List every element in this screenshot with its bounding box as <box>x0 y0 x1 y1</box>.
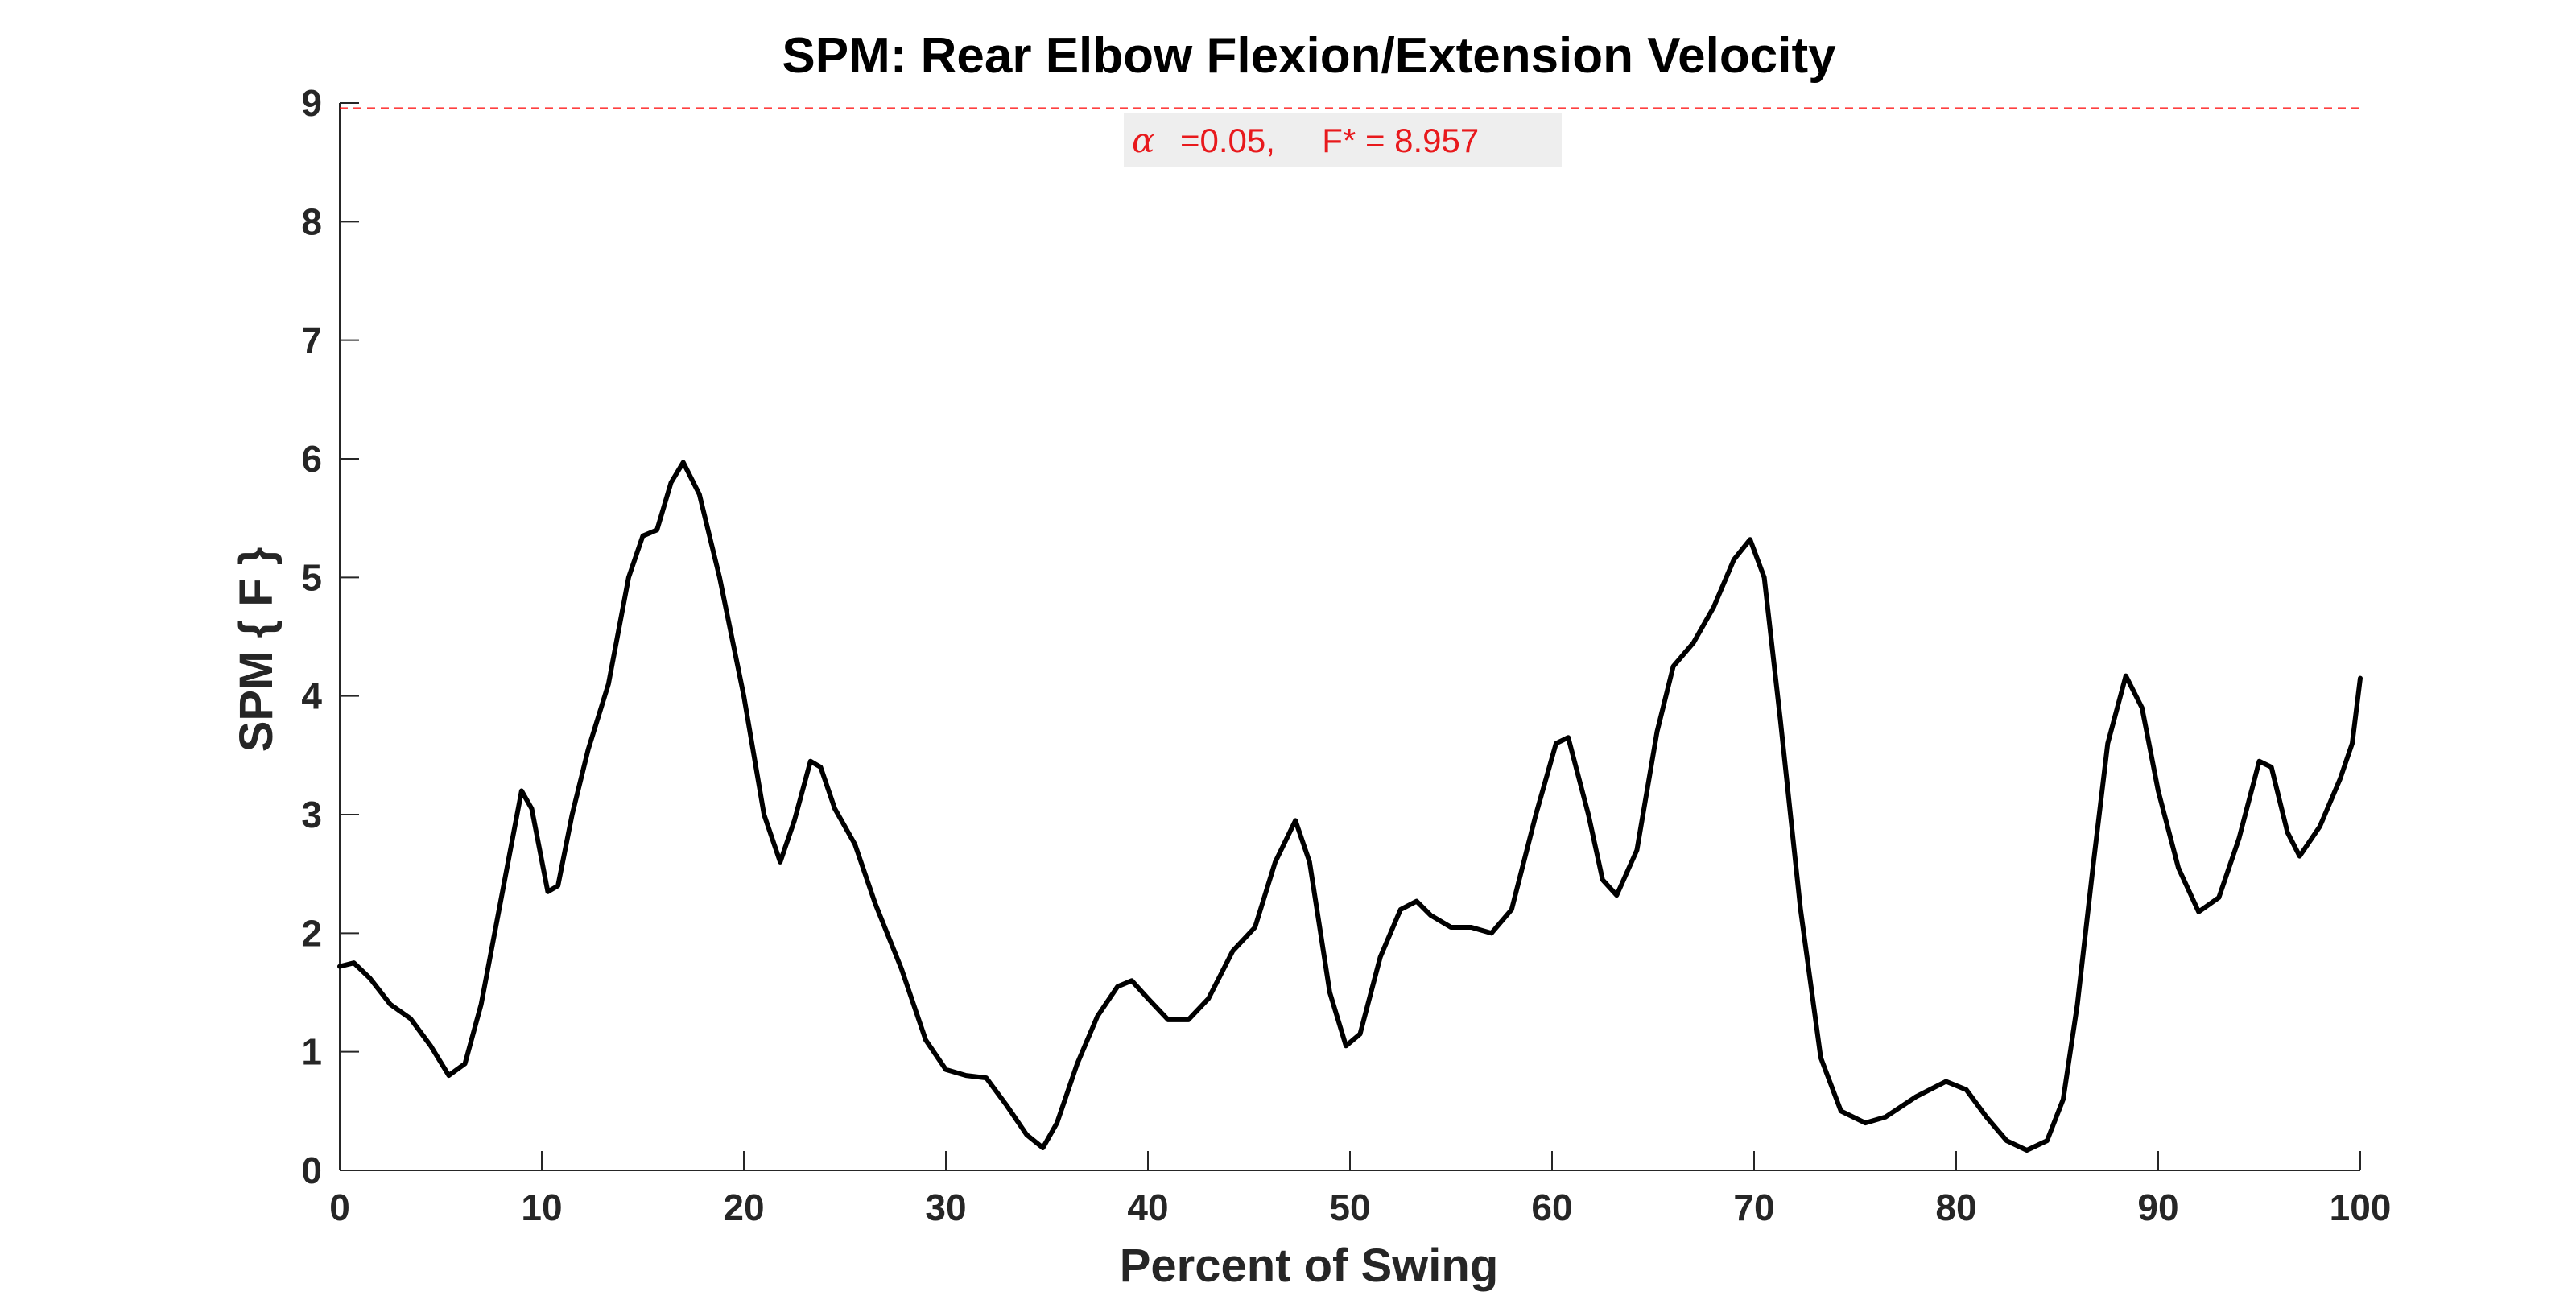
x-axis-title: Percent of Swing <box>1120 1240 1499 1292</box>
threshold-label-background <box>1124 113 1562 167</box>
x-tick-label: 20 <box>723 1186 764 1228</box>
x-tick-label: 40 <box>1127 1186 1168 1228</box>
x-tick-label: 0 <box>329 1186 350 1228</box>
x-tick-label: 70 <box>1733 1186 1774 1228</box>
y-tick-label: 1 <box>301 1031 322 1073</box>
x-tick-label: 50 <box>1329 1186 1370 1228</box>
x-tick-label: 60 <box>1531 1186 1572 1228</box>
x-axis-ticks: 0 10 20 30 40 50 60 70 80 90 100 <box>329 1151 2391 1228</box>
y-axis-title: SPM { F } <box>230 547 283 753</box>
spm-curve <box>337 460 2363 1153</box>
chart-title: SPM: Rear Elbow Flexion/Extension Veloci… <box>782 28 1836 84</box>
y-tick-label: 5 <box>301 556 322 598</box>
y-tick-label: 3 <box>301 794 322 836</box>
y-tick-label: 2 <box>301 912 322 954</box>
x-tick-label: 90 <box>2137 1186 2178 1228</box>
y-tick-label: 8 <box>301 200 322 242</box>
y-tick-label: 0 <box>301 1149 322 1191</box>
threshold-label: =0.05, F* = 8.957 <box>1180 122 1479 159</box>
x-tick-label: 30 <box>925 1186 966 1228</box>
x-tick-label: 10 <box>521 1186 562 1228</box>
alpha-symbol: α <box>1132 121 1154 160</box>
y-tick-label: 4 <box>301 675 322 717</box>
y-axis-ticks: 0 1 2 3 4 5 6 7 8 9 <box>301 82 359 1191</box>
y-tick-label: 6 <box>301 438 322 480</box>
y-tick-label: 9 <box>301 82 322 124</box>
y-tick-label: 7 <box>301 320 322 361</box>
x-tick-label: 100 <box>2330 1186 2392 1228</box>
x-tick-label: 80 <box>1935 1186 1976 1228</box>
